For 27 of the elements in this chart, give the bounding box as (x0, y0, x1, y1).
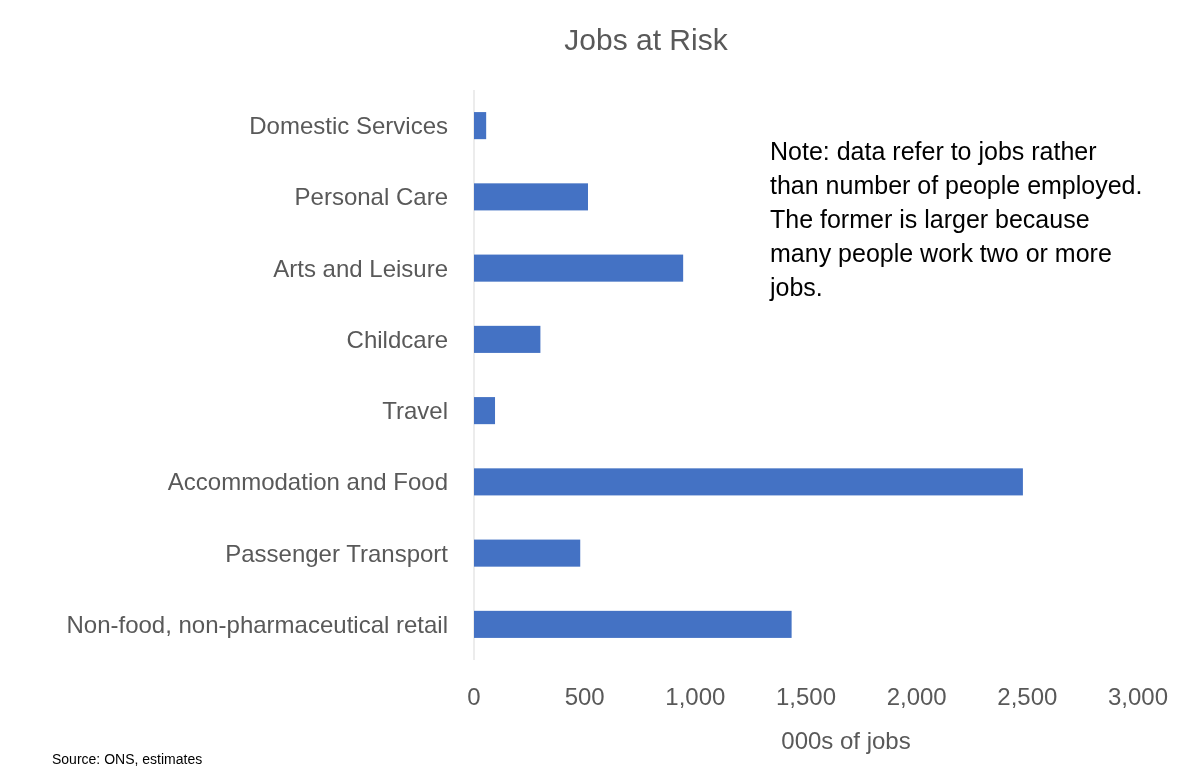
y-tick-label: Travel (382, 397, 448, 425)
x-tick-label: 1,500 (775, 683, 837, 710)
chart-title: Jobs at Risk (564, 23, 729, 56)
bar (474, 468, 1023, 496)
source-note: Source: ONS, estimates (52, 751, 203, 767)
y-tick-label: Non-food, non-pharmaceutical retail (66, 610, 448, 638)
bar (474, 325, 541, 353)
x-axis-title: 000s of jobs (781, 727, 911, 754)
annotation: Note: data refer to jobs rather than number of people employed. The former is larger because many people work two or more jobs. (769, 137, 1143, 301)
y-tick-label: Passenger Transport (225, 539, 449, 567)
y-tick-label: Arts and Leisure (273, 254, 448, 282)
x-tick-label: 2,000 (886, 683, 947, 710)
bar (474, 610, 792, 638)
bar (474, 112, 487, 140)
bar (474, 539, 581, 567)
x-tick-label: 500 (564, 683, 605, 710)
bar (474, 397, 496, 425)
y-tick-label: Accommodation and Food (167, 468, 448, 496)
bar (474, 254, 684, 282)
y-tick-label: Domestic Services (249, 112, 448, 140)
y-tick-label: Childcare (346, 325, 448, 353)
x-tick-label: 0 (467, 683, 481, 710)
bar (474, 183, 588, 211)
y-tick-label: Personal Care (294, 183, 448, 211)
x-tick-label: 3,000 (1107, 683, 1169, 710)
x-tick-label: 1,000 (665, 683, 726, 710)
x-tick-label: 2,500 (997, 683, 1058, 710)
